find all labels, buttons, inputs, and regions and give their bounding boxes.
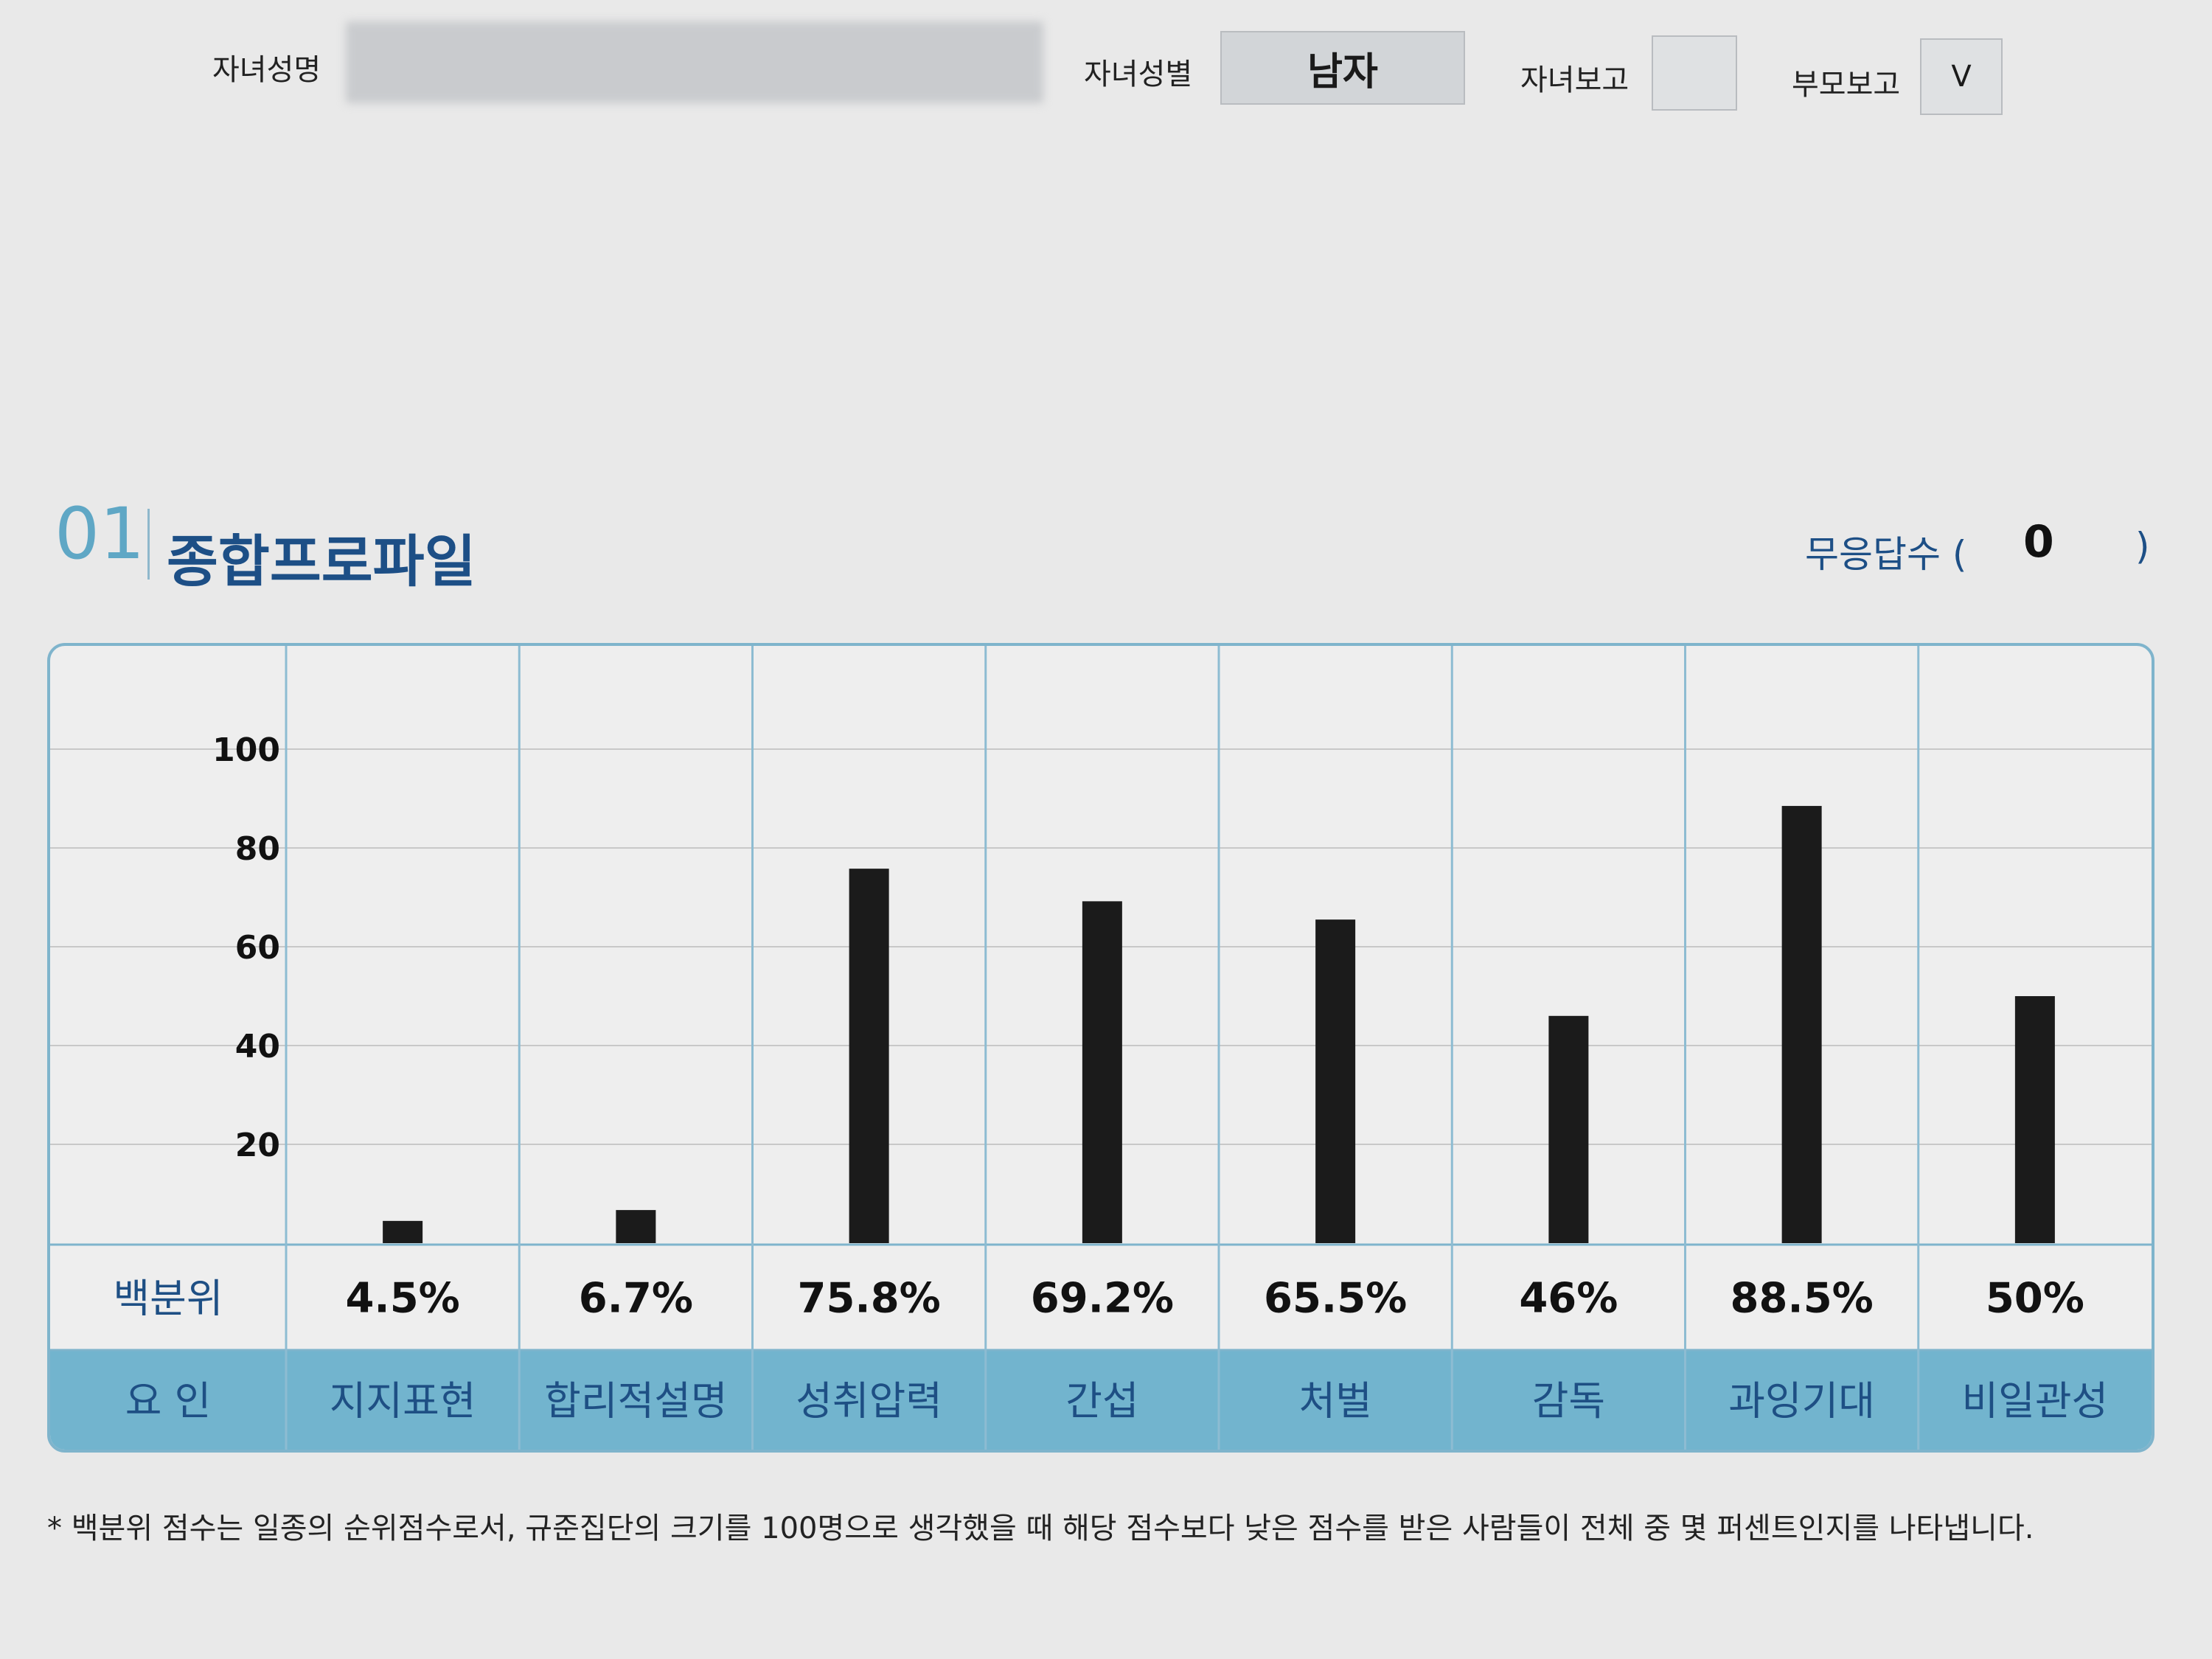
percentile-value: 50% [1986,1275,2084,1323]
no-response-value: 0 [2023,516,2054,568]
percentile-value: 65.5% [1264,1275,1407,1323]
child-name-label: 자녀성명 [212,53,321,87]
y-tick-label: 20 [235,1127,280,1164]
factor-band [50,1350,2152,1450]
child-gender-value: 남자 [1307,49,1378,94]
section-divider [147,509,150,580]
y-tick-label: 60 [235,929,280,967]
percentile-value: 6.7% [579,1275,693,1323]
percentile-value: 69.2% [1031,1275,1174,1323]
factor-header: 요 인 [125,1378,212,1425]
no-response-close: ) [2135,525,2150,568]
y-tick-label: 80 [235,830,280,868]
factor-label: 간섭 [1065,1378,1138,1425]
factor-label: 합리적설명 [544,1378,727,1425]
parent-report-checkbox[interactable]: V [1920,38,2003,115]
factor-label: 비일관성 [1962,1378,2109,1425]
bar [1082,901,1122,1243]
percentile-value: 4.5% [345,1275,459,1323]
percentile-value: 75.8% [797,1275,940,1323]
child-name-field [347,22,1043,102]
bar [849,869,889,1243]
bar [616,1210,656,1243]
factor-label: 감독 [1532,1378,1605,1425]
child-gender-field: 남자 [1220,31,1465,105]
section-number: 01 [55,493,145,575]
footnote: * 백분위 점수는 일종의 순위점수로서, 규준집단의 크기를 100명으로 생… [47,1512,2034,1545]
factor-label: 성취압력 [796,1378,942,1425]
bar [383,1220,423,1243]
parent-report-value: V [1951,60,1972,94]
child-gender-label: 자녀성별 [1084,58,1193,91]
percentile-value: 88.5% [1730,1275,1873,1323]
bar [1781,806,1822,1243]
factor-label: 과잉기대 [1728,1378,1875,1425]
factor-label: 처벌 [1298,1378,1371,1425]
percentile-value: 46% [1519,1275,1618,1323]
factor-label: 지지표현 [330,1378,476,1425]
parent-report-label: 부모보고 [1792,68,1901,102]
section-title: 종합프로파일 [167,529,476,594]
child-report-label: 자녀보고 [1520,63,1630,97]
percentile-header: 백분위 [113,1276,223,1322]
y-tick-label: 40 [235,1028,280,1065]
y-tick-label: 100 [212,731,280,769]
bar [2014,996,2055,1243]
bar [1315,919,1356,1243]
bar [1548,1015,1589,1243]
no-response-label: 무응답수 ( [1805,533,1967,576]
child-report-checkbox[interactable] [1652,35,1737,111]
